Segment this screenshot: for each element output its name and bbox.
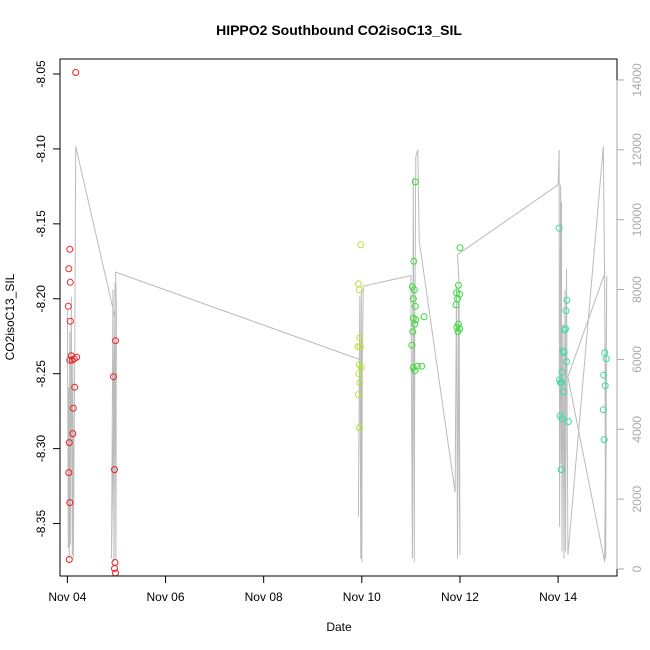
data-point-series-4 — [600, 371, 608, 379]
data-point-series-1 — [111, 565, 118, 572]
data-point-series-1 — [65, 556, 73, 563]
data-point-series-2 — [354, 343, 362, 351]
data-point-series-4 — [564, 418, 572, 426]
y-tick-label: -8.10 — [34, 135, 48, 163]
data-point-series-3 — [409, 328, 417, 336]
x-tick-label: Nov 08 — [245, 590, 283, 604]
data-point-series-4 — [557, 466, 565, 474]
data-point-series-3 — [411, 320, 419, 328]
data-point-series-4 — [600, 436, 608, 444]
data-point-series-1 — [65, 439, 73, 447]
data-point-series-4 — [560, 388, 567, 396]
data-point-series-1 — [111, 559, 119, 566]
x-tick-label: Nov 10 — [343, 590, 381, 604]
y-tick-label: -8.25 — [34, 360, 48, 388]
data-point-series-3 — [410, 257, 418, 265]
right-y-tick-label: 6000 — [630, 346, 644, 373]
data-point-series-2 — [357, 241, 365, 249]
data-point-series-4 — [563, 358, 570, 366]
data-point-series-3 — [410, 286, 418, 294]
data-point-series-4 — [601, 382, 609, 390]
data-point-series-3 — [452, 301, 460, 309]
right-y-tick-label: 12000 — [630, 133, 644, 167]
data-point-series-3 — [420, 313, 428, 321]
data-point-series-2 — [354, 280, 362, 288]
data-point-series-1 — [65, 265, 73, 273]
x-tick-label: Nov 06 — [146, 590, 184, 604]
data-point-series-4 — [558, 415, 566, 423]
data-point-series-1 — [66, 278, 74, 286]
data-point-series-2 — [355, 424, 363, 432]
data-point-series-4 — [560, 349, 568, 357]
data-point-series-3 — [455, 281, 462, 289]
data-point-series-1 — [66, 245, 74, 253]
data-point-series-4 — [559, 347, 567, 355]
data-point-series-2 — [354, 391, 362, 399]
data-point-series-1 — [66, 499, 74, 507]
data-point-series-4 — [602, 355, 610, 363]
right-y-tick-label: 2000 — [630, 485, 644, 512]
data-point-series-3 — [454, 328, 462, 336]
data-point-series-4 — [555, 224, 563, 232]
y-tick-label: -8.15 — [34, 210, 48, 238]
right-y-tick-label: 10000 — [630, 203, 644, 237]
x-axis-label: Date — [326, 620, 352, 634]
data-point-series-1 — [69, 430, 77, 438]
data-point-series-4 — [599, 406, 607, 414]
data-point-series-1 — [71, 383, 79, 391]
data-point-series-1 — [110, 373, 117, 381]
right-y-tick-label: 14000 — [630, 63, 644, 97]
data-point-series-3 — [411, 302, 419, 310]
data-point-series-1 — [111, 466, 118, 474]
plot-area — [59, 58, 618, 577]
data-point-series-4 — [558, 379, 565, 387]
right-y-tick-label: 0 — [630, 565, 644, 572]
chart-title: HIPPO2 Southbound CO2isoC13_SIL — [216, 22, 462, 38]
data-point-series-4 — [558, 368, 566, 376]
data-point-series-4 — [562, 307, 570, 315]
data-point-series-1 — [69, 404, 77, 412]
data-point-series-2 — [356, 334, 364, 342]
points-layer — [64, 69, 610, 577]
data-point-series-2 — [355, 286, 363, 294]
y-tick-label: -8.20 — [34, 285, 48, 313]
altitude-series-line — [66, 146, 608, 563]
data-point-series-2 — [356, 379, 364, 387]
data-point-series-3 — [418, 362, 426, 370]
data-point-series-2 — [355, 370, 363, 378]
data-point-series-3 — [412, 316, 420, 324]
y-axis: -8.05 -8.10 -8.15 -8.20 -8.25 -8.30 -8.35 — [34, 60, 61, 538]
data-point-series-1 — [72, 69, 80, 76]
data-point-series-3 — [411, 178, 419, 186]
data-point-series-4 — [561, 326, 568, 334]
y-tick-label: -8.05 — [34, 60, 48, 88]
data-point-series-3 — [411, 367, 419, 375]
right-y-axis: 0 2000 4000 6000 8000 10000 12000 14000 — [616, 63, 644, 572]
data-point-series-3 — [456, 244, 464, 252]
altitude-line-layer — [66, 146, 608, 563]
x-tick-label: Nov 12 — [441, 590, 479, 604]
y-tick-label: -8.35 — [34, 510, 48, 538]
x-tick-label: Nov 04 — [48, 590, 86, 604]
data-point-series-1 — [73, 353, 81, 361]
right-y-tick-label: 4000 — [630, 416, 644, 443]
data-point-series-3 — [456, 290, 463, 298]
y-tick-label: -8.30 — [34, 435, 48, 463]
data-point-series-3 — [409, 295, 417, 303]
data-point-series-3 — [408, 341, 416, 349]
data-point-series-1 — [65, 469, 73, 477]
data-point-series-4 — [563, 296, 571, 304]
data-point-series-4 — [562, 325, 569, 333]
data-point-series-1 — [66, 317, 74, 325]
data-point-series-1 — [66, 356, 74, 364]
data-point-series-2 — [356, 343, 364, 351]
data-point-series-2 — [357, 364, 365, 372]
x-axis: Nov 04 Nov 06 Nov 08 Nov 10 Nov 12 Nov 14 — [48, 575, 577, 604]
right-y-tick-label: 8000 — [630, 276, 644, 303]
data-point-series-1 — [112, 337, 119, 345]
y-axis-label: CO2isoC13_SIL — [3, 273, 17, 360]
x-tick-label: Nov 14 — [539, 590, 577, 604]
data-point-series-1 — [64, 302, 72, 310]
